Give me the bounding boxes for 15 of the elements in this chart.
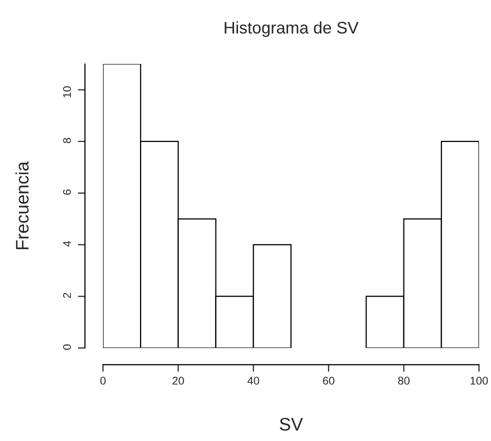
x-tick-label: 80 [398, 376, 410, 385]
x-tick-label: 100 [470, 376, 488, 385]
x-tick-label: 60 [322, 376, 334, 385]
y-tick-label: 0 [63, 344, 71, 350]
y-axis-title: Frecuencia [15, 161, 29, 250]
x-axis-title: SV [280, 418, 303, 431]
chart-title: Histograma de SV [224, 21, 359, 37]
y-tick-label: 10 [63, 86, 71, 98]
x-tick-label: 20 [172, 376, 184, 385]
y-tick-label: 4 [63, 241, 71, 247]
x-tick-label: 0 [100, 376, 106, 385]
y-tick-label: 2 [63, 292, 71, 298]
x-tick-label: 40 [247, 376, 260, 385]
y-tick-label: 6 [63, 190, 71, 195]
y-tick-label: 8 [63, 138, 71, 144]
